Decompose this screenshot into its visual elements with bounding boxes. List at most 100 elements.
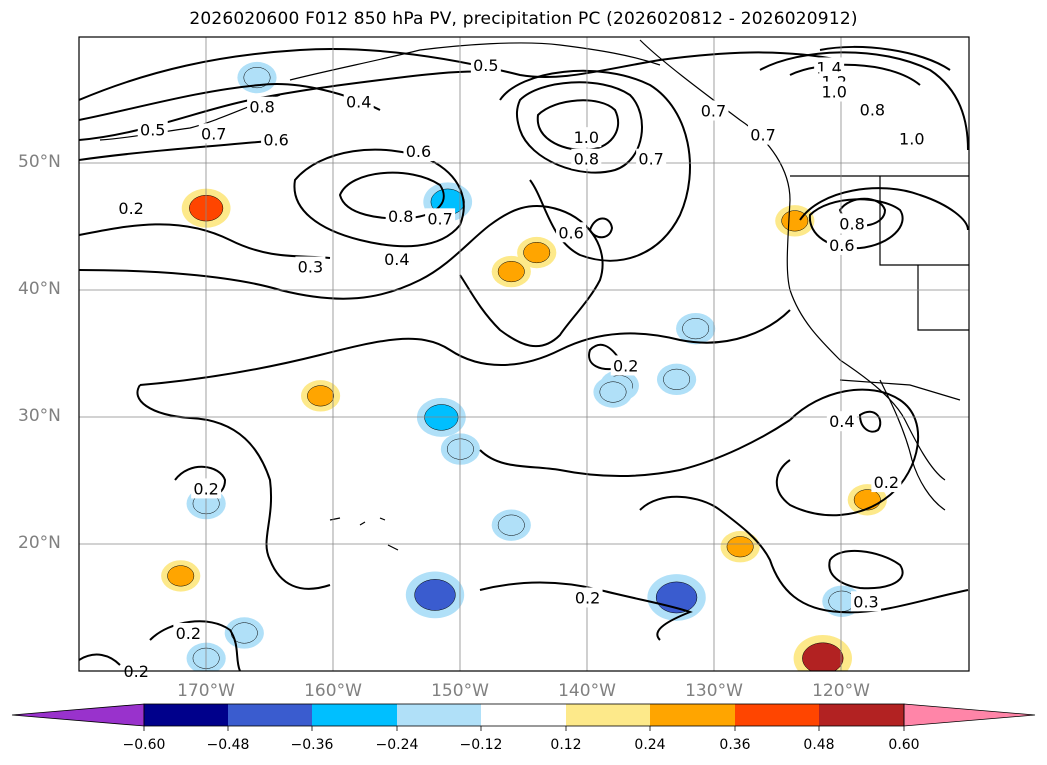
contour-label-bg — [572, 587, 603, 608]
pv-contour — [479, 581, 693, 641]
gridlines — [79, 37, 969, 671]
contour-label: 1.0 — [899, 129, 924, 148]
pv-contour — [79, 139, 281, 161]
contour-label-bg — [425, 208, 456, 229]
contour-label-bg — [470, 54, 501, 75]
contour-label: 0.2 — [176, 624, 201, 643]
contour-label-bg — [385, 205, 416, 226]
contour-label-bg — [748, 124, 779, 145]
colorbar-bin — [312, 704, 397, 726]
lon-label: 120°W — [812, 681, 870, 701]
lat-label: 20°N — [18, 533, 61, 553]
contour-label: 0.2 — [118, 199, 143, 218]
contour-label-bg — [819, 81, 850, 102]
contour-label: 0.8 — [388, 207, 413, 226]
colorbar-tick: 0.48 — [803, 737, 835, 753]
coastline-north-america — [639, 39, 946, 481]
pv-contour — [858, 410, 882, 433]
map-frame — [78, 36, 970, 672]
colorbar-bin — [144, 704, 228, 726]
contour-label-bg — [137, 119, 168, 140]
colorbar-bin — [397, 704, 481, 726]
contour-label-bg — [857, 99, 888, 120]
contour-label: 0.8 — [249, 98, 274, 117]
contour-label-bg — [826, 234, 857, 255]
contour-label-bg — [247, 96, 278, 117]
border-states — [879, 176, 969, 331]
precipitation-patch — [853, 489, 881, 511]
pv-contour — [789, 63, 921, 86]
contour-label-bg — [556, 222, 587, 243]
contour-label: 0.4 — [384, 250, 409, 269]
colorbar-tick: 0.60 — [888, 737, 920, 753]
pv-contour — [139, 309, 791, 386]
contour-label: 0.2 — [874, 473, 899, 492]
colorbar-bin — [481, 704, 566, 726]
lon-label: 160°W — [304, 681, 362, 701]
contour-label: 0.6 — [263, 131, 288, 150]
contour-label: 0.3 — [853, 592, 878, 611]
precipitation-layer — [161, 61, 887, 671]
precipitation-patch — [802, 642, 844, 671]
pv-contour — [828, 549, 904, 590]
contour-label: 0.3 — [298, 258, 323, 277]
contour-label: 1.0 — [574, 128, 599, 147]
colorbar-bin — [566, 704, 650, 726]
contour-label: 0.2 — [575, 588, 600, 607]
coastline-baja — [879, 379, 946, 511]
contour-labels: 0.51.41.21.00.80.80.40.70.50.70.61.00.71… — [116, 54, 927, 681]
colorbar-tick: −0.24 — [375, 737, 419, 753]
contour-label: 0.8 — [574, 150, 599, 169]
contour-label-bg — [636, 148, 667, 169]
contour-label: 0.4 — [829, 412, 854, 431]
precipitation-patch — [167, 565, 195, 587]
precipitation-patch — [446, 438, 474, 460]
colorbar-tick: −0.36 — [290, 737, 334, 753]
precipitation-patch — [497, 261, 525, 283]
precipitation-patch — [414, 579, 456, 611]
colorbar-tick: −0.60 — [122, 737, 166, 753]
contour-label: 0.7 — [701, 102, 726, 121]
contour-label: 0.6 — [829, 236, 854, 255]
contour-label-bg — [837, 213, 868, 234]
colorbar-tick: 0.36 — [719, 737, 751, 753]
precipitation-patch — [663, 368, 691, 390]
pv-contour — [79, 653, 121, 666]
contour-label-bg — [896, 128, 927, 149]
map-title: 2026020600 F012 850 hPa PV, precipitatio… — [189, 9, 858, 29]
contour-label-bg — [403, 141, 434, 162]
colorbar — [11, 703, 1036, 731]
precipitation-patch — [523, 242, 551, 264]
contour-label-bg — [173, 622, 204, 643]
contour-label: 0.7 — [750, 126, 775, 145]
pv-contour — [819, 45, 951, 71]
pv-contour — [588, 217, 614, 239]
colorbar-bin — [228, 704, 312, 726]
contour-label: 0.6 — [558, 223, 583, 242]
colorbar-bin — [650, 704, 735, 726]
lat-label: 50°N — [18, 152, 61, 172]
pv-contour — [149, 620, 241, 671]
colorbar-bin — [735, 704, 819, 726]
contour-label-bg — [261, 129, 292, 150]
border-mexico — [839, 379, 961, 401]
contour-label: 0.2 — [613, 356, 638, 375]
contour-label-bg — [851, 591, 882, 612]
pv-contour — [759, 51, 969, 151]
contour-label-bg — [191, 478, 222, 499]
lon-label: 150°W — [431, 681, 489, 701]
contour-label: 0.7 — [427, 209, 452, 228]
precipitation-patch — [682, 318, 710, 340]
contour-label: 0.5 — [140, 121, 165, 140]
lat-label: 30°N — [18, 406, 61, 426]
lon-label: 140°W — [558, 681, 616, 701]
colorbar-tick: 0.24 — [634, 737, 666, 753]
lon-label: 170°W — [177, 681, 235, 701]
contour-label-bg — [871, 472, 902, 493]
pv-contour — [639, 495, 969, 614]
pv-contour — [799, 187, 969, 231]
colorbar-tick: −0.48 — [206, 737, 250, 753]
precipitation-patch — [599, 381, 627, 403]
pv-contour — [499, 69, 691, 262]
precipitation-patch — [726, 536, 754, 558]
